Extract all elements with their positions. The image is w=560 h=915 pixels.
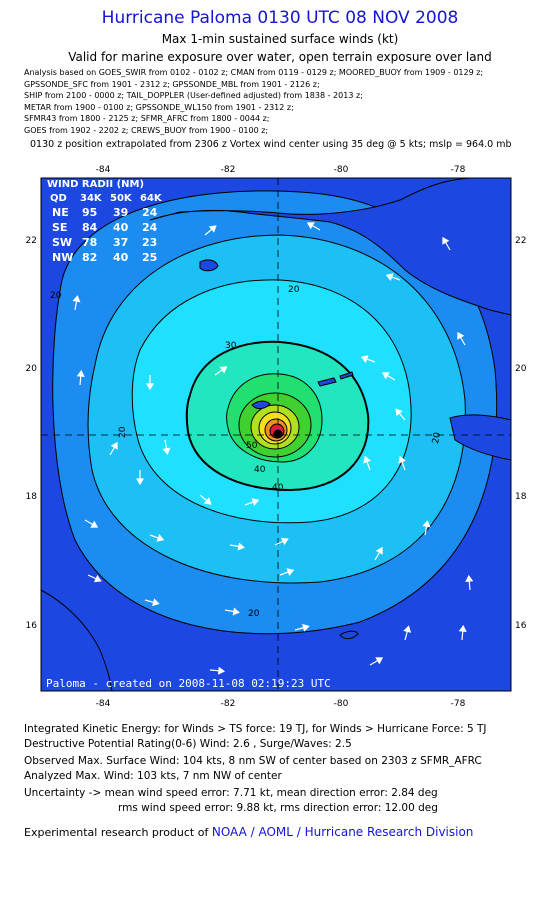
lon-tick-bottom: -82 bbox=[221, 699, 236, 709]
lat-tick-right: 20 bbox=[515, 364, 527, 374]
wind-vectors bbox=[72, 222, 474, 675]
radii-header: 64K bbox=[140, 193, 163, 204]
radii-quadrant: NE bbox=[52, 206, 69, 219]
lon-tick-top: -82 bbox=[221, 165, 236, 175]
radii-quadrant: NW bbox=[52, 251, 73, 264]
lat-tick-left: 16 bbox=[26, 621, 38, 631]
position-note: 0130 z position extrapolated from 2306 z… bbox=[30, 139, 512, 150]
radii-value: 84 bbox=[82, 221, 98, 234]
analyzed-wind-line: Analyzed Max. Wind: 103 kts, 7 nm NW of … bbox=[24, 770, 282, 782]
cayman-brac bbox=[251, 400, 271, 410]
cuba-landmass bbox=[149, 178, 511, 316]
uncertainty-rms-line: rms wind speed error: 9.88 kt, rms direc… bbox=[118, 802, 438, 814]
lat-tick-right: 18 bbox=[515, 492, 527, 502]
source-line: Analysis based on GOES_SWIR from 0102 - … bbox=[24, 68, 484, 77]
radii-value: 39 bbox=[113, 206, 128, 219]
contour-label: 20 bbox=[431, 431, 443, 444]
data-sources: Analysis based on GOES_SWIR from 0102 - … bbox=[24, 67, 560, 137]
lat-tick-left: 22 bbox=[26, 236, 37, 246]
valid-for-note: Valid for marine exposure over water, op… bbox=[68, 50, 492, 64]
radii-value: 37 bbox=[113, 236, 128, 249]
lon-tick-bottom: -80 bbox=[334, 699, 349, 709]
contour-label: 20 bbox=[288, 285, 300, 295]
lat-tick-left: 20 bbox=[26, 364, 38, 374]
radii-header: 50K bbox=[110, 193, 133, 204]
radii-value: 23 bbox=[142, 236, 157, 249]
source-line: GOES from 1902 - 2202 z; CREWS_BUOY from… bbox=[24, 125, 269, 135]
radii-quadrant: SE bbox=[52, 221, 67, 234]
lon-tick-top: -80 bbox=[334, 165, 349, 175]
subtitle: Max 1-min sustained surface winds (kt) bbox=[161, 32, 399, 46]
lon-tick-bottom: -78 bbox=[451, 699, 466, 709]
product-credit: Experimental research product of NOAA / … bbox=[24, 825, 473, 839]
swan-island bbox=[339, 630, 359, 640]
contour-label: 20 bbox=[50, 291, 62, 301]
ike-line: Integrated Kinetic Energy: for Winds > T… bbox=[24, 723, 487, 735]
lon-tick-top: -78 bbox=[451, 165, 466, 175]
wind-radii-table: WIND RADII (NM) QD 34K 50K 64K NE 95 39 … bbox=[47, 179, 163, 264]
source-line: SHIP from 2100 - 0000 z; TAIL_DOPPLER (U… bbox=[24, 91, 363, 101]
dpr-line: Destructive Potential Rating(0-6) Wind: … bbox=[24, 738, 352, 750]
wind-radii-title: WIND RADII (NM) bbox=[47, 179, 144, 190]
source-line: GPSSONDE_SFC from 1901 - 2312 z; GPSSOND… bbox=[24, 79, 320, 89]
central-america-coast bbox=[41, 589, 113, 691]
lat-tick-right: 16 bbox=[515, 621, 527, 631]
contour-label: 40 bbox=[254, 465, 266, 475]
lon-tick-top: -84 bbox=[96, 165, 111, 175]
wind-map: -84 -82 -80 -78 -84 -82 -80 -78 22 20 18… bbox=[0, 150, 560, 710]
radii-value: 24 bbox=[142, 221, 158, 234]
isle-of-youth bbox=[199, 259, 219, 272]
radii-value: 40 bbox=[113, 251, 129, 264]
radii-quadrant: SW bbox=[52, 236, 72, 249]
observed-wind-line: Observed Max. Surface Wind: 104 kts, 8 n… bbox=[24, 755, 482, 767]
radii-value: 78 bbox=[82, 236, 97, 249]
lon-tick-bottom: -84 bbox=[96, 699, 111, 709]
radii-header: 34K bbox=[80, 193, 103, 204]
radii-value: 24 bbox=[142, 206, 158, 219]
uncertainty-line: Uncertainty -> mean wind speed error: 7.… bbox=[24, 787, 438, 799]
cayman-island bbox=[339, 371, 354, 380]
radii-value: 82 bbox=[82, 251, 97, 264]
lat-tick-left: 18 bbox=[26, 492, 38, 502]
contour-label: 40 bbox=[272, 483, 284, 493]
radii-header: QD bbox=[50, 193, 67, 204]
source-line: METAR from 1900 - 0100 z; GPSSONDE_WL150… bbox=[24, 102, 294, 112]
source-line: SFMR43 from 1800 - 2125 z; SFMR_AFRC fro… bbox=[24, 114, 270, 124]
hrd-link[interactable]: NOAA / AOML / Hurricane Research Divisio… bbox=[211, 825, 474, 839]
cayman-island bbox=[317, 377, 337, 387]
radii-value: 40 bbox=[113, 221, 129, 234]
contour-label: 50 bbox=[246, 441, 258, 451]
contour-label: 20 bbox=[118, 426, 128, 438]
page-title: Hurricane Paloma 0130 UTC 08 NOV 2008 bbox=[101, 8, 459, 28]
radii-value: 25 bbox=[142, 251, 157, 264]
jamaica bbox=[449, 414, 511, 461]
radii-value: 95 bbox=[82, 206, 97, 219]
map-credit: Paloma - created on 2008-11-08 02:19:23 … bbox=[46, 677, 331, 690]
lat-tick-right: 22 bbox=[515, 236, 526, 246]
contour-label: 30 bbox=[225, 341, 237, 351]
contour-label: 20 bbox=[248, 609, 260, 619]
product-prefix: Experimental research product of bbox=[24, 826, 212, 839]
